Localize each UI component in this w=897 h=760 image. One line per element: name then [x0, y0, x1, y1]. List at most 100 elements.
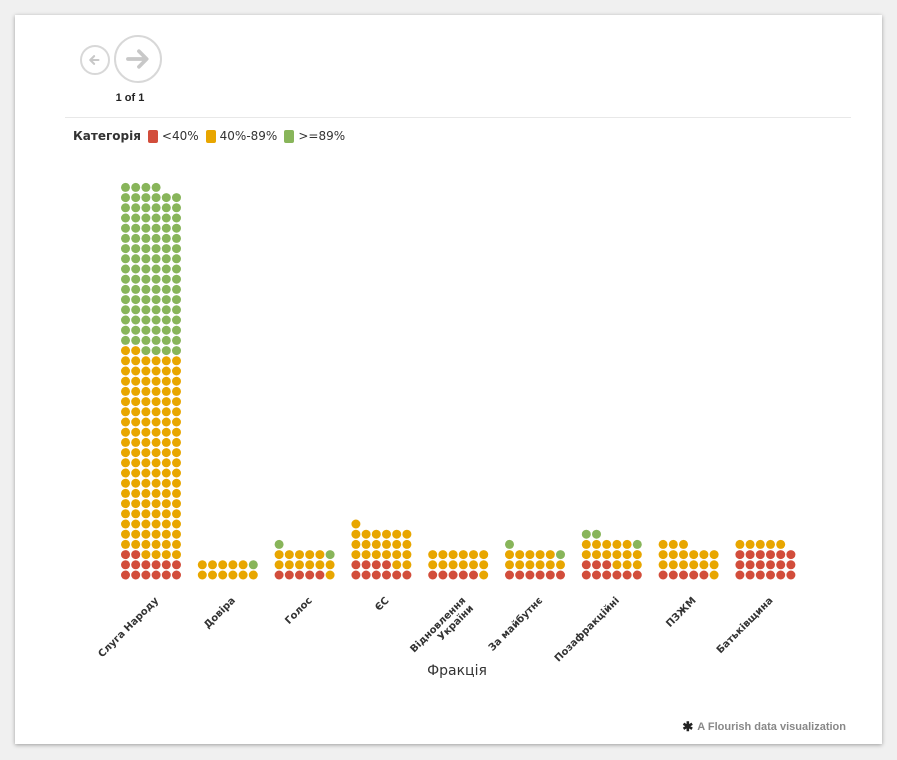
waffle-dot-high	[131, 203, 141, 213]
waffle-dot-low	[658, 570, 668, 580]
waffle-dot-high	[151, 233, 161, 243]
waffle-dot-low	[776, 570, 786, 580]
waffle-dot-high	[161, 254, 171, 264]
waffle-dot-low	[151, 560, 161, 570]
waffle-dot-mid	[131, 448, 141, 458]
waffle-dot-mid	[208, 570, 217, 580]
waffle-column[interactable]	[505, 539, 565, 580]
legend-item-mid[interactable]: 40%-89%	[205, 129, 278, 143]
waffle-dot-low	[535, 570, 545, 580]
waffle-column[interactable]	[735, 539, 796, 580]
waffle-dot-mid	[556, 560, 565, 570]
waffle-dot-high	[141, 233, 151, 243]
waffle-column[interactable]	[351, 519, 412, 580]
waffle-dot-low	[305, 570, 315, 580]
waffle-dot-mid	[479, 570, 489, 580]
waffle-dot-high	[121, 233, 130, 243]
waffle-dot-mid	[161, 550, 171, 560]
waffle-dot-mid	[632, 550, 642, 560]
legend-item-high[interactable]: >=89%	[284, 129, 345, 143]
waffle-dot-mid	[141, 550, 151, 560]
waffle-dot-mid	[295, 560, 304, 570]
waffle-dot-mid	[131, 468, 141, 478]
waffle-dot-mid	[161, 509, 171, 519]
waffle-dot-mid	[351, 519, 361, 529]
legend-label-mid: 40%-89%	[219, 129, 278, 143]
waffle-dot-mid	[151, 488, 161, 498]
waffle-dot-high	[151, 223, 161, 233]
waffle-dot-low	[776, 560, 786, 570]
waffle-dot-mid	[151, 376, 161, 386]
waffle-dot-high	[131, 182, 141, 192]
waffle-dot-mid	[141, 499, 151, 509]
next-button[interactable]	[114, 35, 162, 83]
waffle-dot-low	[622, 570, 632, 580]
waffle-dot-mid	[679, 539, 688, 549]
waffle-dot-mid	[121, 417, 130, 427]
waffle-dot-high	[131, 274, 141, 284]
waffle-dot-mid	[151, 356, 161, 366]
x-tick-label: Голос	[283, 595, 314, 626]
waffle-dot-high	[161, 233, 171, 243]
waffle-dot-mid	[545, 550, 555, 560]
waffle-dot-mid	[172, 427, 181, 437]
waffle-dot-mid	[151, 499, 161, 509]
waffle-dot-mid	[151, 437, 161, 447]
waffle-column[interactable]	[197, 560, 258, 580]
waffle-dot-mid	[131, 407, 141, 417]
waffle-column[interactable]	[428, 550, 489, 580]
waffle-column[interactable]	[658, 539, 719, 580]
waffle-dot-mid	[131, 478, 141, 488]
waffle-dot-high	[151, 213, 161, 223]
previous-button[interactable]	[80, 45, 110, 75]
waffle-dot-high	[172, 315, 181, 325]
waffle-dot-mid	[622, 550, 632, 560]
waffle-dot-mid	[382, 550, 391, 560]
waffle-dot-mid	[295, 550, 304, 560]
waffle-dot-mid	[151, 539, 161, 549]
waffle-dot-mid	[141, 458, 151, 468]
chart-card: 1 of 1 Категорія <40% 40%-89% >=89% Слуг…	[15, 15, 882, 744]
waffle-column[interactable]	[581, 529, 642, 580]
waffle-dot-mid	[622, 539, 632, 549]
waffle-dot-mid	[131, 529, 141, 539]
waffle-dot-mid	[151, 407, 161, 417]
waffle-dot-mid	[438, 560, 448, 570]
waffle-dot-mid	[121, 386, 130, 396]
legend-item-low[interactable]: <40%	[147, 129, 199, 143]
waffle-dot-low	[121, 550, 130, 560]
waffle-dot-high	[172, 254, 181, 264]
waffle-dot-low	[515, 570, 525, 580]
waffle-dot-mid	[141, 376, 151, 386]
flourish-credit[interactable]: ✱ A Flourish data visualization	[682, 719, 846, 735]
waffle-dot-mid	[218, 560, 228, 570]
waffle-dot-mid	[699, 550, 709, 560]
waffle-dot-mid	[141, 356, 151, 366]
waffle-column[interactable]	[274, 539, 335, 580]
waffle-dot-mid	[172, 458, 181, 468]
waffle-dot-mid	[121, 376, 130, 386]
waffle-dot-mid	[141, 519, 151, 529]
waffle-dot-mid	[131, 437, 141, 447]
waffle-dot-high	[161, 223, 171, 233]
legend: Категорія <40% 40%-89% >=89%	[73, 129, 352, 143]
waffle-dot-mid	[709, 570, 719, 580]
waffle-column[interactable]	[121, 182, 181, 580]
waffle-dot-high	[141, 295, 151, 305]
waffle-dot-high	[151, 346, 161, 356]
waffle-dot-mid	[161, 519, 171, 529]
waffle-dot-low	[735, 550, 745, 560]
waffle-dot-high	[161, 244, 171, 254]
waffle-dot-mid	[515, 560, 525, 570]
waffle-dot-low	[776, 550, 786, 560]
waffle-dot-mid	[131, 519, 141, 529]
waffle-dot-mid	[382, 529, 391, 539]
waffle-dot-high	[121, 244, 130, 254]
waffle-dot-mid	[131, 376, 141, 386]
waffle-dot-mid	[161, 468, 171, 478]
waffle-dot-mid	[161, 458, 171, 468]
waffle-dot-mid	[699, 560, 709, 570]
waffle-dot-high	[151, 244, 161, 254]
waffle-dot-mid	[535, 560, 545, 570]
waffle-chart: Слуга Народу Довіра Голос ЄС ВідновленняУкра…	[96, 182, 796, 679]
